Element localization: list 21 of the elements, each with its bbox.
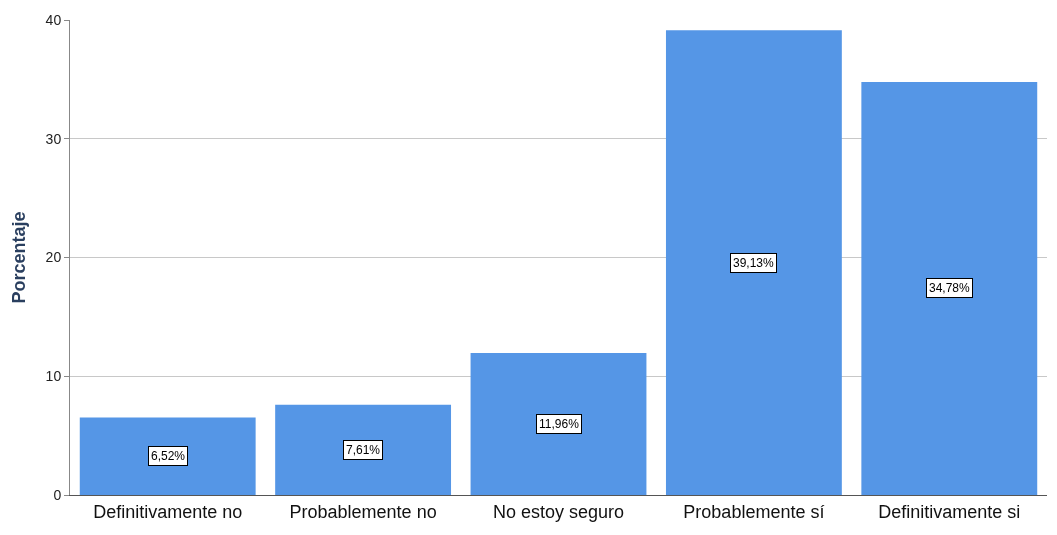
data-label: 34,78% xyxy=(929,281,971,295)
y-tick-label: 20 xyxy=(45,249,62,266)
x-tick-label: Definitivamente no xyxy=(93,501,243,522)
y-axis-title: Porcentaje xyxy=(8,211,29,304)
x-tick-label: Probablemente sí xyxy=(683,501,825,522)
bar xyxy=(665,30,842,495)
data-label: 7,61% xyxy=(346,443,381,457)
bar xyxy=(861,81,1038,495)
y-tick-label: 10 xyxy=(45,368,62,385)
y-tick-label: 30 xyxy=(45,130,62,147)
bar xyxy=(275,404,452,495)
x-tick-label: Probablemente no xyxy=(289,501,437,522)
data-label: 11,96% xyxy=(539,417,580,431)
y-tick-label: 0 xyxy=(53,486,62,503)
data-label: 39,13% xyxy=(733,256,775,270)
data-label: 6,52% xyxy=(151,449,186,463)
bar xyxy=(470,352,647,495)
x-tick-label: No estoy seguro xyxy=(492,501,625,522)
y-tick-label: 40 xyxy=(45,11,62,28)
bar xyxy=(79,417,256,495)
x-tick-label: Definitivamente si xyxy=(878,501,1021,522)
